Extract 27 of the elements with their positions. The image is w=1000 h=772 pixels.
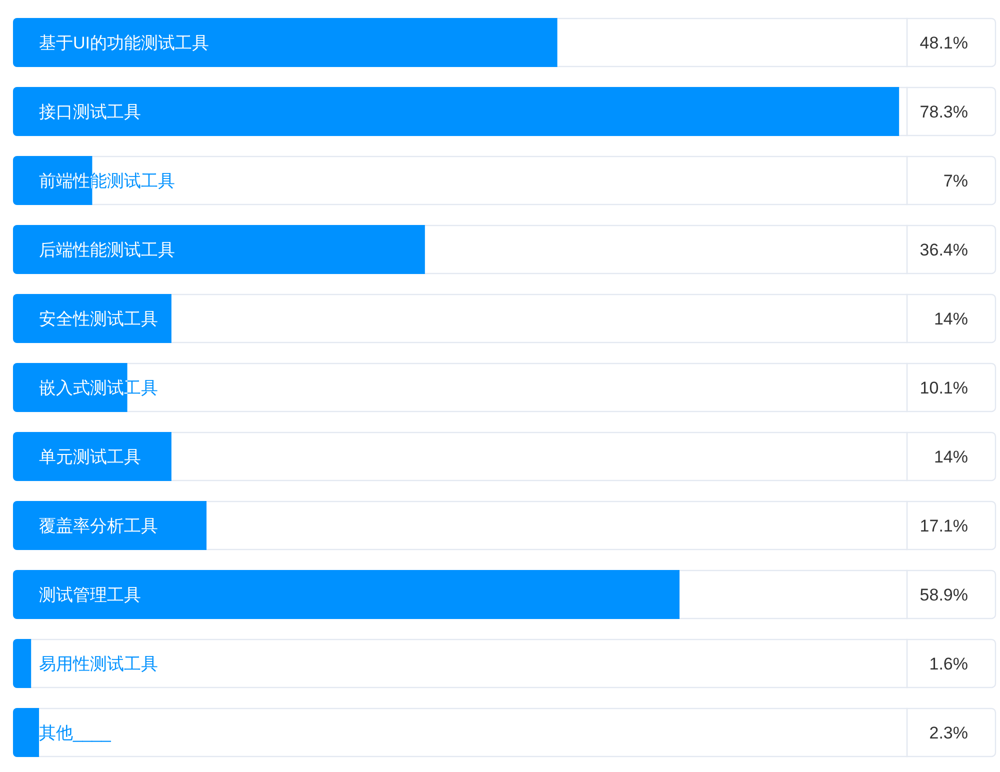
data-label: 58.9% (920, 586, 968, 604)
bar (13, 708, 40, 757)
data-label: 7% (943, 172, 968, 190)
y-tick-label: 测试管理工具 (39, 586, 141, 604)
bar (13, 501, 207, 550)
y-tick-label: 单元测试工具 (39, 448, 141, 466)
bar (13, 294, 172, 343)
y-tick-label: 接口测试工具 (39, 102, 141, 122)
data-label: 2.3% (929, 724, 968, 742)
y-tick-label: 易用性测试工具 (39, 654, 158, 674)
data-label: 36.4% (920, 240, 968, 260)
bar (13, 432, 172, 481)
y-tick-label: 后端性能测试工具 (39, 240, 175, 260)
data-label: 14% (934, 448, 968, 466)
y-tick-label: 基于UI的功能测试工具 (39, 34, 209, 52)
y-tick-label: 覆盖率分析工具 (39, 516, 158, 536)
bar (13, 87, 900, 136)
bar (13, 639, 32, 688)
data-label: 10.1% (920, 378, 968, 398)
data-label: 48.1% (920, 34, 968, 52)
data-label: 17.1% (920, 516, 968, 536)
data-label: 1.6% (929, 654, 968, 674)
y-tick-label: 安全性测试工具 (39, 310, 158, 328)
y-tick-label: 其他____ (39, 724, 112, 742)
bar (13, 156, 92, 205)
data-label: 78.3% (920, 102, 968, 122)
data-label: 14% (934, 310, 968, 328)
